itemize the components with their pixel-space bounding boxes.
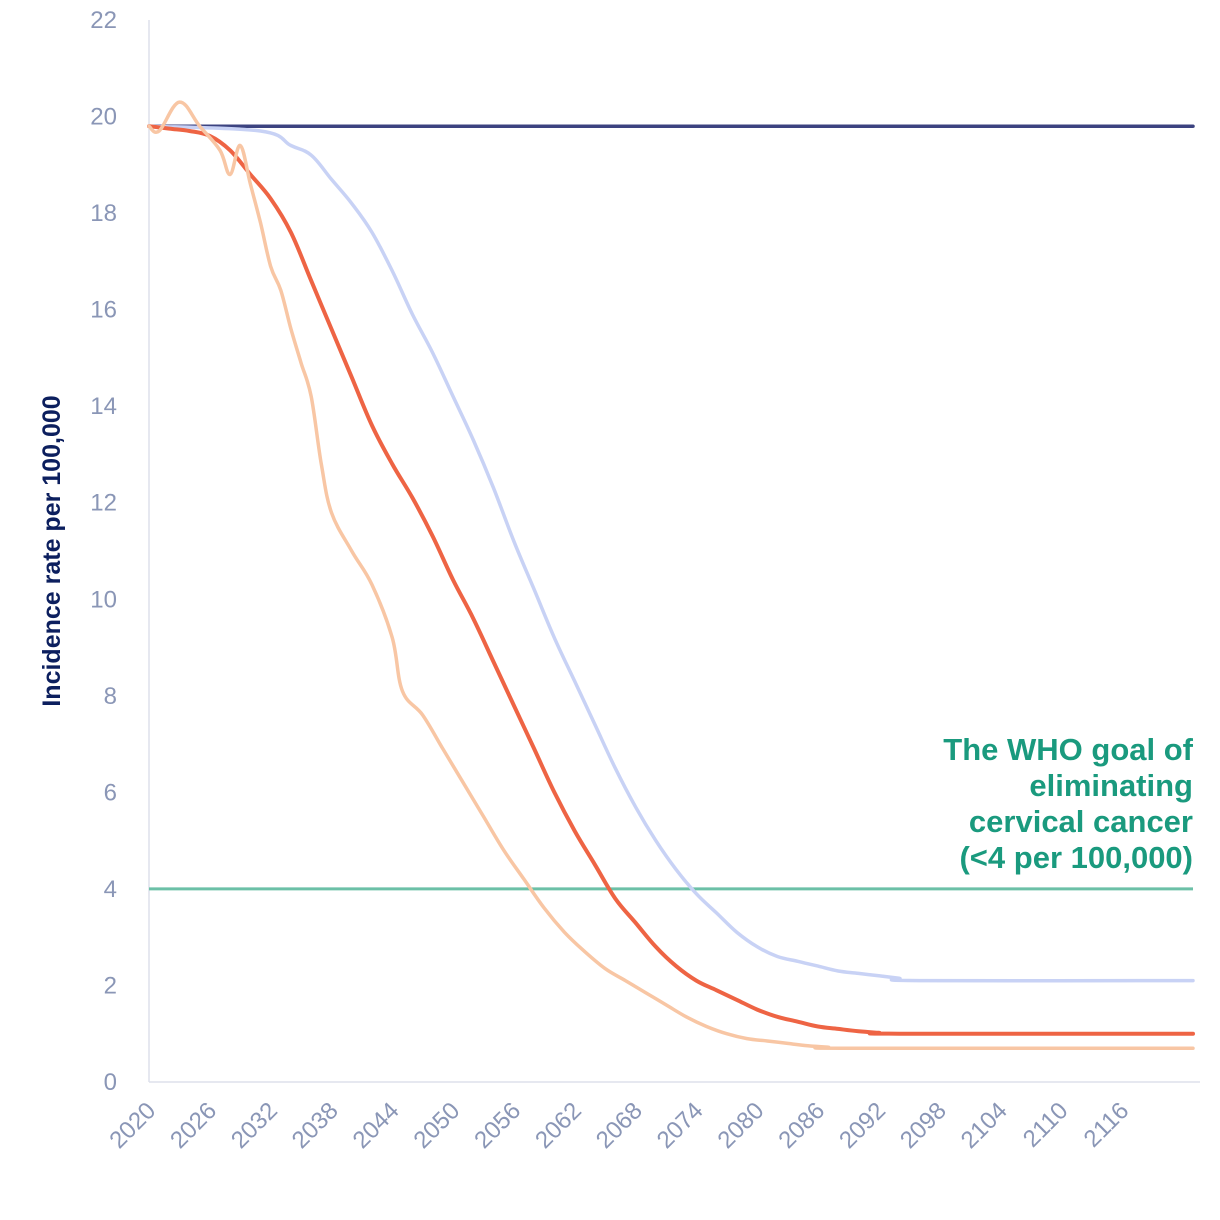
who-goal-annotation-line-4: (<4 per 100,000): [959, 840, 1193, 875]
x-tick-label: 2020: [104, 1097, 161, 1154]
x-tick-label: 2026: [165, 1097, 222, 1154]
x-tick-label: 2032: [226, 1097, 283, 1154]
y-tick-label: 10: [90, 586, 117, 613]
x-tick-label: 2038: [287, 1097, 344, 1154]
who-goal-annotation-line-2: eliminating: [1029, 768, 1193, 803]
y-tick-label: 16: [90, 297, 117, 324]
x-tick-label: 2098: [895, 1097, 952, 1154]
x-tick-label: 2110: [1018, 1097, 1074, 1153]
y-axis-label: Incidence rate per 100,000: [38, 395, 66, 706]
x-tick-label: 2068: [591, 1097, 648, 1154]
x-tick-label: 2086: [773, 1097, 830, 1154]
y-tick-label: 18: [90, 200, 117, 227]
x-tick-label: 2074: [652, 1097, 709, 1154]
x-tick-label: 2056: [469, 1097, 526, 1154]
y-tick-label: 22: [90, 7, 117, 34]
x-tick-labels: 2020 2026 2032 2038 2044 2050 2056 2062 2068 2074…: [104, 1097, 1134, 1154]
x-tick-label: 2050: [408, 1097, 465, 1154]
y-tick-label: 8: [104, 683, 117, 710]
x-tick-label: 2116: [1079, 1097, 1135, 1153]
who-goal-annotation-line-1: The WHO goal of: [943, 732, 1193, 767]
who-goal-annotation-line-3: cervical cancer: [969, 804, 1193, 839]
y-tick-label: 12: [90, 490, 117, 517]
y-tick-labels: 0 2 4 6 8 10 12 14 16 18 20 22: [90, 7, 117, 1096]
series-lines: [147, 100, 1195, 1051]
x-tick-label: 2092: [834, 1097, 891, 1154]
y-tick-label: 20: [90, 104, 117, 131]
y-tick-label: 6: [104, 779, 117, 806]
series-line-2: [147, 124, 1195, 983]
y-tick-label: 2: [104, 972, 117, 999]
y-tick-label: 0: [104, 1069, 117, 1096]
x-tick-label: 2062: [530, 1097, 587, 1154]
x-tick-label: 2080: [713, 1097, 770, 1154]
x-tick-label: 2104: [956, 1097, 1013, 1154]
series-line-3: [147, 124, 1195, 1036]
series-line-4: [147, 100, 1195, 1051]
y-tick-label: 4: [104, 876, 117, 903]
y-tick-label: 14: [90, 393, 117, 420]
x-tick-label: 2044: [348, 1097, 405, 1154]
